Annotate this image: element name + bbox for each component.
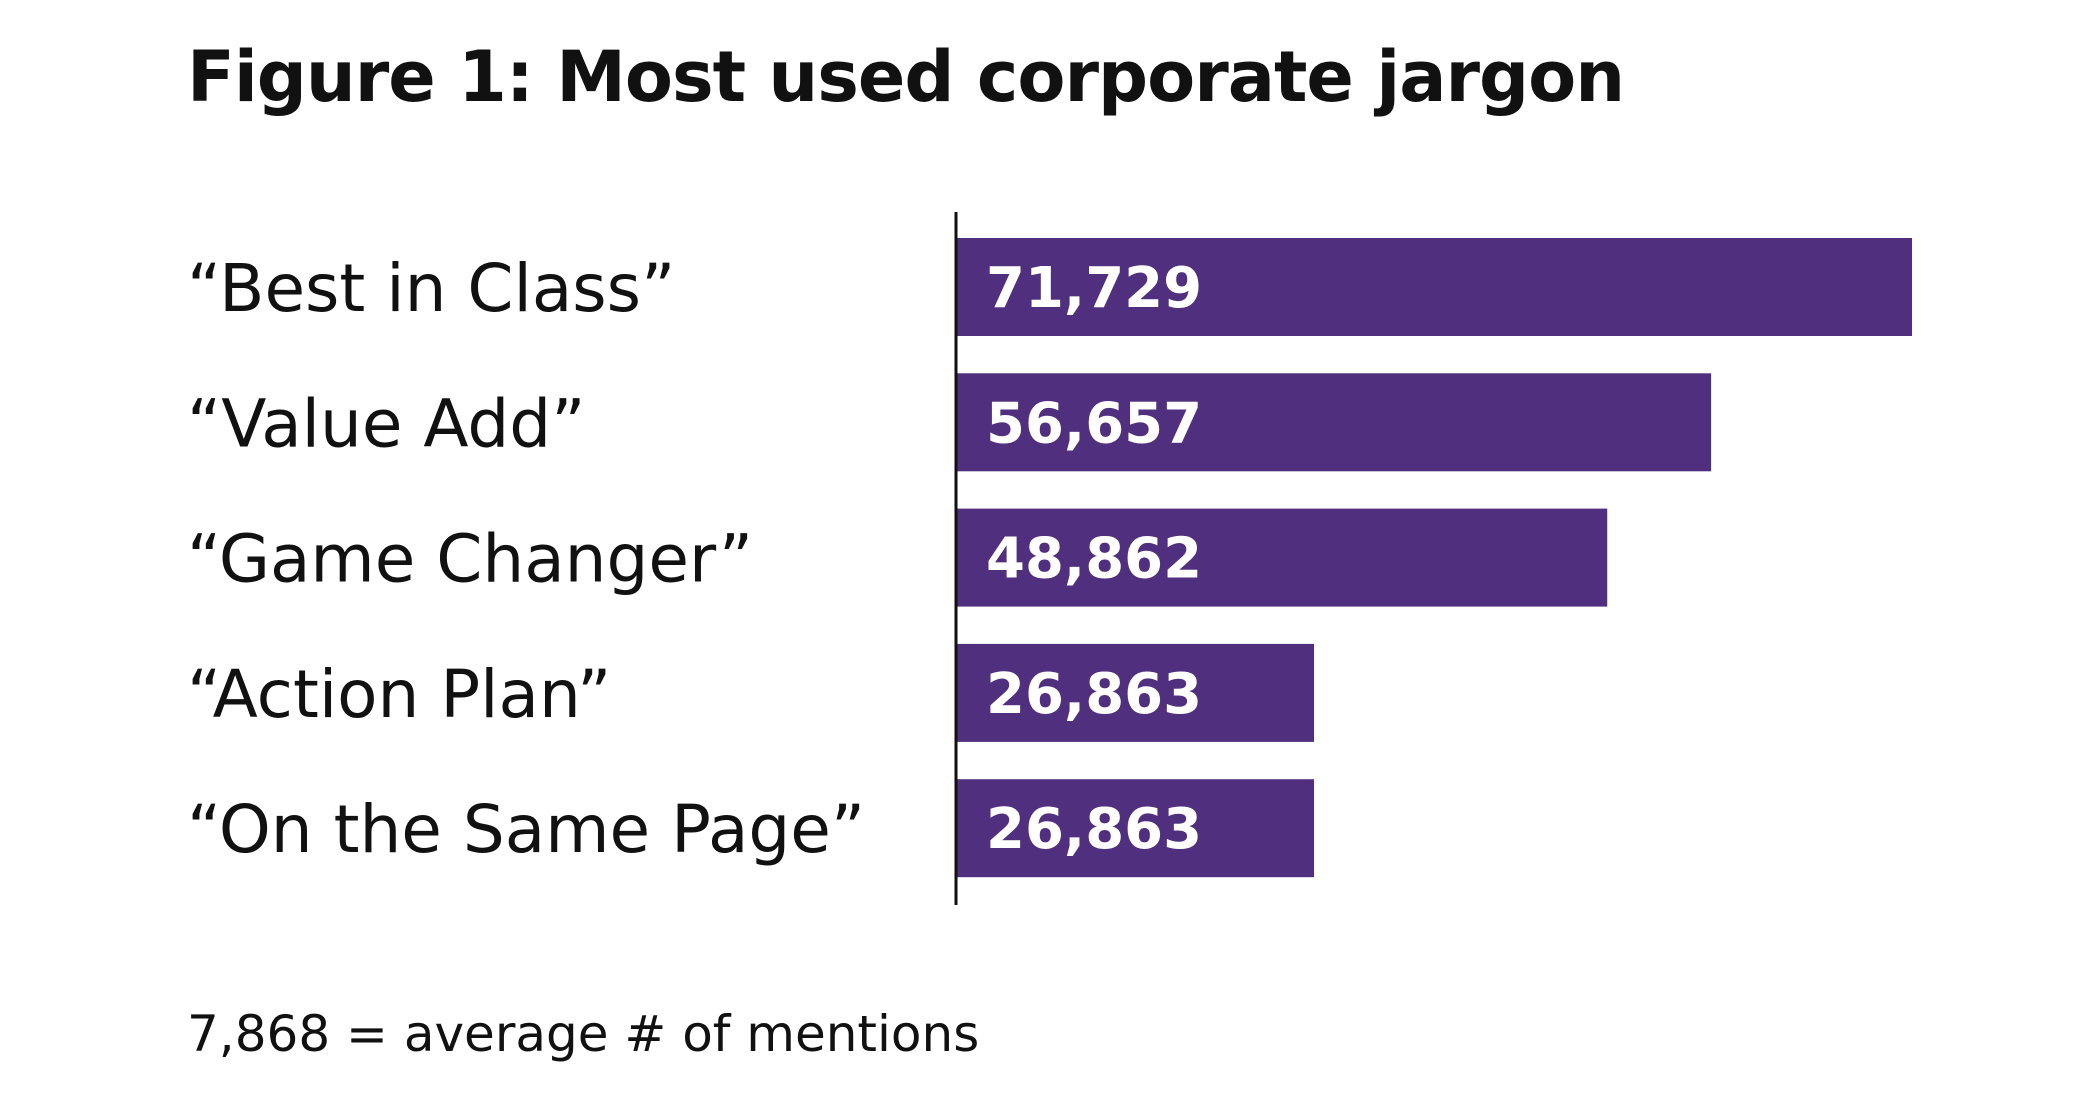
bar [956, 508, 1608, 607]
data-label: 56,657 [986, 391, 1202, 456]
category-label: “Game Changer” [187, 521, 753, 598]
bar [956, 779, 1315, 878]
chart-title: Figure 1: Most used corporate jargon [187, 36, 1625, 118]
data-label: 26,863 [986, 797, 1202, 862]
category-label: “On the Same Page” [187, 791, 865, 868]
bar [956, 373, 1712, 472]
data-label: 48,862 [986, 527, 1202, 592]
category-label: “Best in Class” [187, 250, 675, 327]
category-label: “Action Plan” [187, 656, 611, 733]
footnote: 7,868 = average # of mentions [187, 1005, 980, 1063]
data-label: 71,729 [986, 256, 1202, 321]
data-label: 26,863 [986, 662, 1202, 727]
bar [956, 238, 1912, 336]
category-label: “Value Add” [187, 385, 585, 462]
bar [956, 643, 1315, 742]
